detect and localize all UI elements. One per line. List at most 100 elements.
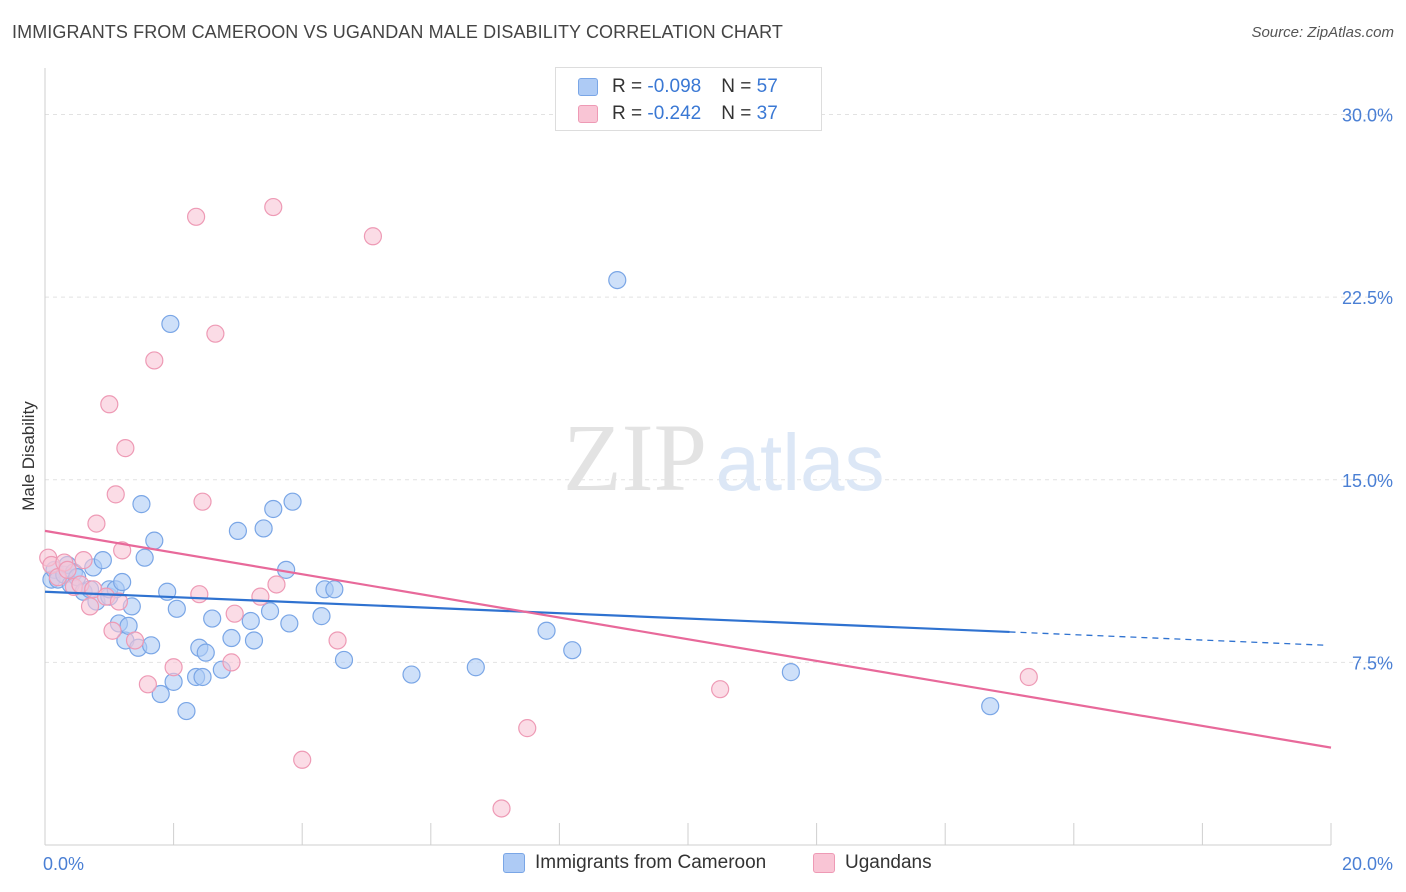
legend-swatch-cameroon <box>503 853 525 873</box>
point-cameroon <box>402 665 421 684</box>
legend-label-ugandans: Ugandans <box>845 852 932 873</box>
point-cameroon <box>135 548 154 567</box>
point-cameroon <box>312 607 331 626</box>
x-tick-label: 0.0% <box>43 854 84 874</box>
point-ugandan <box>363 227 383 246</box>
y-tick-label: 15.0% <box>1342 471 1393 491</box>
point-cameroon <box>132 495 151 514</box>
legend-item-cameroon[interactable]: Immigrants from Cameroon <box>503 852 766 874</box>
y-tick-label: 30.0% <box>1342 106 1393 126</box>
point-cameroon <box>167 599 186 618</box>
legend-swatch-cameroon <box>578 78 598 96</box>
axes <box>44 68 1332 846</box>
point-ugandan <box>100 395 119 414</box>
legend-swatch-ugandans <box>813 853 835 873</box>
point-cameroon <box>222 628 241 648</box>
correlation-legend: R = -0.098 N = 57 R = -0.242 N = 37 <box>555 67 822 131</box>
point-ugandan <box>518 719 537 738</box>
y-tick-label: 7.5% <box>1352 653 1393 673</box>
point-ugandan <box>138 675 157 694</box>
trend-line-cameroon-extension <box>1009 631 1328 646</box>
point-cameroon <box>93 551 112 570</box>
point-ugandan <box>225 604 244 623</box>
point-ugandan <box>87 514 106 533</box>
legend-row-ugandans: R = -0.242 N = 37 <box>578 102 778 126</box>
point-cameroon <box>161 314 180 334</box>
point-ugandan <box>193 492 212 511</box>
watermark-atlas: atlas <box>716 418 885 507</box>
point-cameroon <box>203 609 222 628</box>
legend-n-value: 57 <box>756 76 778 97</box>
y-tick-label: 22.5% <box>1342 288 1393 308</box>
legend-n-value: 37 <box>756 103 778 124</box>
point-ugandan <box>164 658 183 677</box>
point-cameroon <box>264 499 283 519</box>
point-cameroon <box>334 650 354 670</box>
point-ugandan <box>328 631 347 650</box>
legend-r-value: -0.242 <box>647 103 702 124</box>
point-ugandan <box>206 324 225 343</box>
point-ugandan <box>190 585 209 604</box>
legend-swatch-ugandans <box>578 105 598 123</box>
point-ugandan <box>113 541 132 560</box>
point-ugandan <box>267 575 286 594</box>
point-cameroon <box>608 270 627 290</box>
point-ugandan <box>125 631 145 650</box>
point-ugandan <box>80 597 100 616</box>
point-cameroon <box>563 641 582 660</box>
point-ugandan <box>103 621 122 640</box>
trend-line-ugandans <box>44 529 1332 749</box>
point-ugandan <box>106 485 125 504</box>
series-ugandans <box>39 197 1038 818</box>
point-ugandan <box>222 653 241 672</box>
series-legend: Immigrants from Cameroon Ugandans <box>0 852 1406 878</box>
point-ugandan <box>1019 667 1038 687</box>
point-ugandan <box>145 351 164 370</box>
point-cameroon <box>283 492 302 511</box>
point-cameroon <box>325 580 344 599</box>
legend-label-cameroon: Immigrants from Cameroon <box>535 852 767 873</box>
legend-n-label: N = <box>721 103 757 124</box>
point-cameroon <box>466 658 485 677</box>
point-ugandan <box>711 680 730 699</box>
point-cameroon <box>193 667 212 687</box>
point-cameroon <box>177 701 196 721</box>
point-cameroon <box>241 611 260 631</box>
legend-r-value: -0.098 <box>647 76 702 97</box>
point-ugandan <box>492 799 511 818</box>
point-cameroon <box>280 614 299 633</box>
tick-labels: 7.5% 15.0% 22.5% 30.0% 0.0% 20.0% <box>43 106 1393 874</box>
legend-r-label: R = <box>612 103 648 124</box>
legend-n-label: N = <box>721 76 757 97</box>
point-cameroon <box>260 602 280 621</box>
legend-item-ugandans[interactable]: Ugandans <box>813 852 932 874</box>
point-cameroon <box>781 663 800 682</box>
point-ugandan <box>58 560 77 579</box>
watermark-zip: ZIP <box>563 404 707 511</box>
point-ugandan <box>74 551 93 570</box>
point-cameroon <box>244 631 264 650</box>
legend-row-cameroon: R = -0.098 N = 57 <box>578 75 778 99</box>
chart-title: IMMIGRANTS FROM CAMEROON VS UGANDAN MALE… <box>12 22 783 42</box>
point-cameroon <box>151 684 170 704</box>
point-ugandan <box>116 439 135 458</box>
point-cameroon <box>981 697 1000 716</box>
point-cameroon <box>537 621 556 640</box>
y-axis-label: Male Disability <box>19 401 38 511</box>
gridlines <box>45 114 1392 663</box>
point-ugandan <box>251 587 270 606</box>
x-tick-label: 20.0% <box>1342 854 1393 874</box>
point-cameroon <box>141 636 161 655</box>
point-cameroon <box>196 643 215 662</box>
point-cameroon <box>254 519 273 538</box>
point-cameroon <box>113 572 132 592</box>
trend-lines <box>44 529 1332 749</box>
legend-r-label: R = <box>612 76 648 97</box>
point-ugandan <box>264 197 283 217</box>
point-cameroon <box>145 531 164 550</box>
point-ugandan <box>109 592 129 611</box>
point-ugandan <box>187 207 206 226</box>
watermark: ZIP atlas <box>563 404 884 511</box>
source-label: Source: ZipAtlas.com <box>1251 24 1394 41</box>
